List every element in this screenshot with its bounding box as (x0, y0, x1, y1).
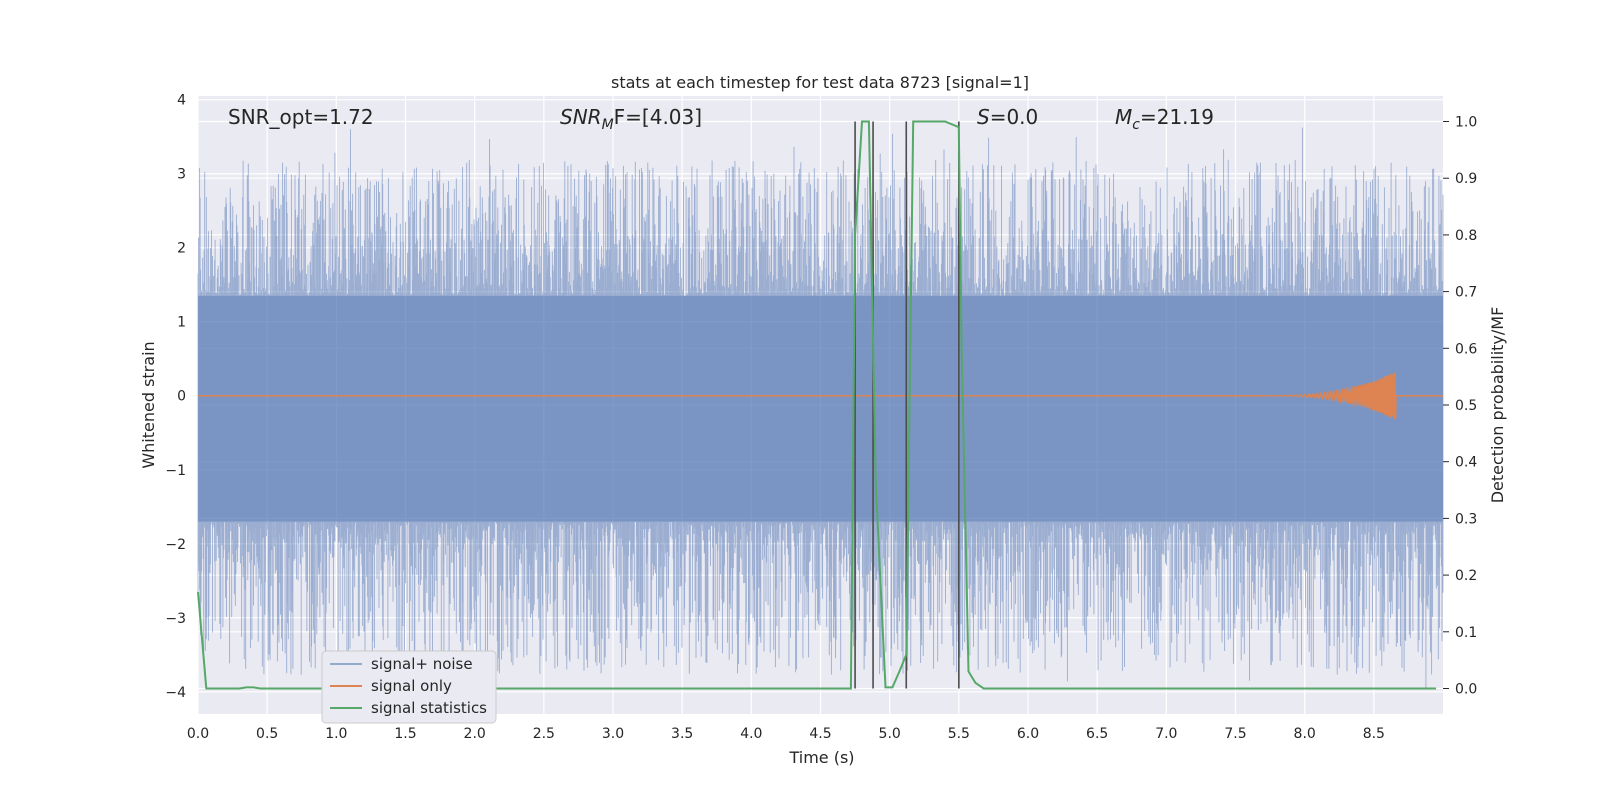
x-tick-label: 3.5 (671, 726, 693, 742)
signal-statistics-series (197, 120, 1437, 690)
y-right-tick-label: 0.6 (1455, 341, 1477, 357)
y-right-tick-label: 0.1 (1455, 625, 1477, 641)
x-tick-label: 8.5 (1363, 726, 1385, 742)
snr-mf-value: F=[4.03] (614, 105, 702, 129)
y-left-tick-label: 2 (177, 241, 186, 257)
x-tick-label: 0.5 (256, 726, 278, 742)
y-right-tick-label: 0.2 (1455, 568, 1477, 584)
legend-label-signal-plus-noise: signal+ noise (371, 655, 473, 673)
signal-statistics-line (197, 120, 1437, 690)
x-tick-label: 5.0 (879, 726, 901, 742)
y-left-axis-ticks: 4 3 2 1 0 −1 −2 −3 −4 (165, 93, 186, 701)
x-tick-label: 7.5 (1224, 726, 1246, 742)
y-left-axis-label: Whitened strain (139, 341, 158, 468)
x-tick-label: 3.0 (602, 726, 624, 742)
x-axis-ticks: 0.0 0.5 1.0 1.5 2.0 2.5 3.0 3.5 4.0 4.5 5.0 5.5 6.0 6… (187, 726, 1385, 742)
signal-plus-noise-line (197, 127, 1444, 690)
legend: signal+ noise signal only signal statist… (321, 650, 497, 724)
mc-subscript: c (1132, 117, 1140, 133)
y-left-tick-label: −3 (165, 611, 186, 627)
y-right-tick-label: 0.4 (1455, 455, 1477, 471)
y-left-tick-label: 0 (177, 389, 186, 405)
legend-label-signal-statistics: signal statistics (371, 699, 487, 717)
snr-mf-annotation: SNRMF=[4.03] (560, 105, 702, 133)
x-tick-label: 2.0 (464, 726, 486, 742)
y-right-axis-ticks: 1.0 0.9 0.8 0.7 0.6 0.5 0.4 0.3 0.2 0.1 0.0 (1443, 115, 1477, 697)
y-right-axis-label: Detection probability/MF (1488, 307, 1507, 504)
x-tick-label: 0.0 (187, 726, 209, 742)
mc-value: =21.19 (1140, 105, 1214, 129)
x-tick-label: 4.0 (740, 726, 762, 742)
y-right-tick-label: 0.8 (1455, 228, 1477, 244)
signal-only-series (198, 371, 1444, 420)
mc-annotation: Mc=21.19 (1115, 105, 1214, 133)
y-right-tick-label: 0.5 (1455, 398, 1477, 414)
y-right-tick-label: 0.0 (1455, 681, 1477, 697)
x-axis-label: Time (s) (788, 748, 854, 767)
snr-opt-annotation: SNR_opt=1.72 (228, 105, 374, 129)
s-symbol: S (977, 105, 990, 129)
y-left-tick-label: 1 (177, 315, 186, 331)
legend-label-signal-only: signal only (371, 677, 452, 695)
x-tick-label: 5.5 (948, 726, 970, 742)
x-tick-label: 6.5 (1086, 726, 1108, 742)
mc-symbol: M (1115, 105, 1132, 129)
y-left-tick-label: 3 (177, 167, 186, 183)
snr-mf-subscript: M (602, 117, 614, 133)
y-left-tick-label: −1 (165, 463, 186, 479)
y-left-tick-label: −2 (165, 537, 186, 553)
x-tick-label: 4.5 (809, 726, 831, 742)
legend-box (321, 650, 497, 724)
x-tick-label: 1.5 (394, 726, 416, 742)
x-tick-label: 6.0 (1017, 726, 1039, 742)
chart-title: stats at each timestep for test data 872… (611, 73, 1029, 92)
y-right-tick-label: 0.7 (1455, 285, 1477, 301)
s-annotation: S=0.0 (977, 105, 1038, 129)
y-left-tick-label: −4 (165, 685, 186, 701)
snr-mf-symbol: SNR (560, 105, 602, 129)
x-tick-label: 1.0 (325, 726, 347, 742)
x-tick-label: 7.0 (1155, 726, 1177, 742)
x-tick-label: 2.5 (533, 726, 555, 742)
signal-plus-noise-series (197, 127, 1444, 690)
x-tick-label: 8.0 (1294, 726, 1316, 742)
signal-only-line (198, 371, 1444, 420)
y-left-tick-label: 4 (177, 93, 186, 109)
s-value: =0.0 (990, 105, 1039, 129)
signal-plus-noise-band (198, 295, 1443, 522)
y-right-tick-label: 1.0 (1455, 115, 1477, 131)
y-right-tick-label: 0.9 (1455, 171, 1477, 187)
y-right-tick-label: 0.3 (1455, 511, 1477, 527)
